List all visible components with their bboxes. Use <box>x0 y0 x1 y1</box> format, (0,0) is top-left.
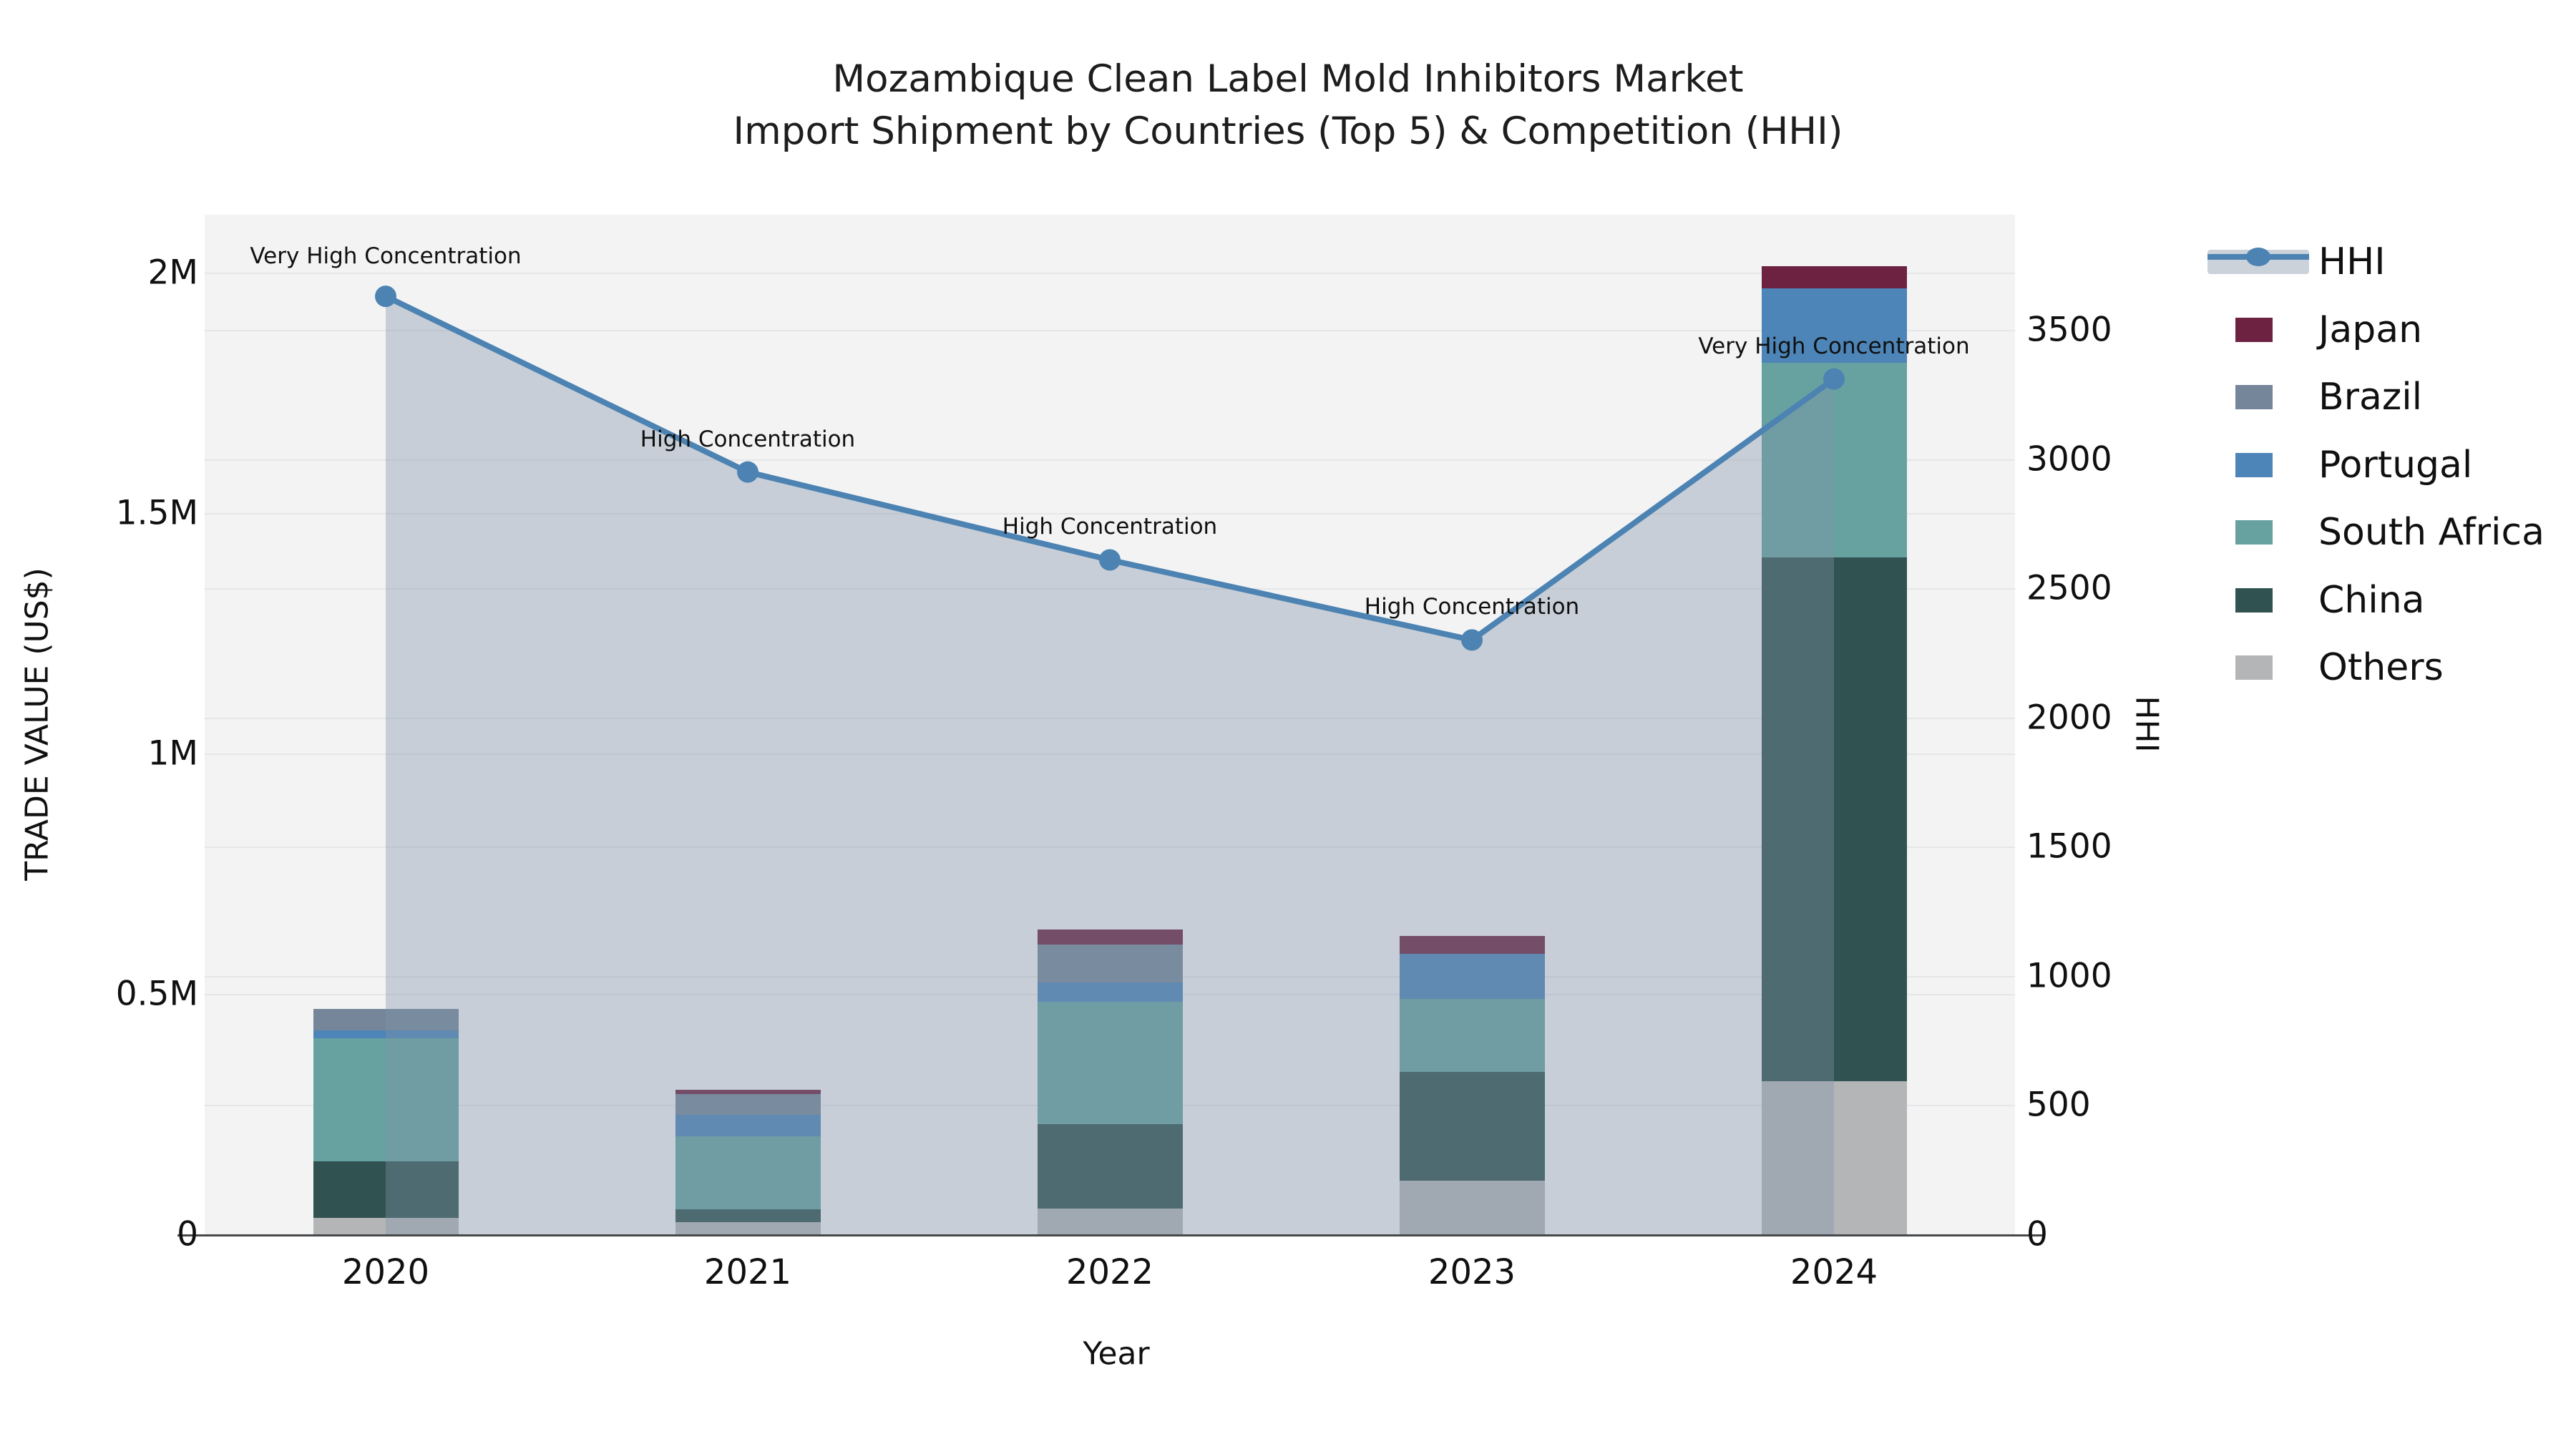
bar-2023-south-africa <box>1399 998 1545 1072</box>
bar-2020-others <box>313 1218 459 1234</box>
annotation-2020: Very High Concentration <box>250 243 522 270</box>
bar-2021-china <box>675 1209 821 1223</box>
y-left-tick-1.5M: 1.5M <box>115 493 198 533</box>
y-right-axis-title: HHI <box>2128 696 2165 753</box>
bar-2024-japan <box>1761 265 1907 289</box>
gridline <box>205 847 2015 849</box>
y-right-tick-1000: 1000 <box>2026 956 2112 996</box>
y-right-tick-1500: 1500 <box>2026 826 2112 867</box>
chart-title-line2: Import Shipment by Countries (Top 5) & C… <box>733 109 1843 153</box>
gridline <box>205 717 2015 719</box>
bar-2022-brazil <box>1037 944 1183 982</box>
bar-2020-portugal <box>313 1030 459 1039</box>
y-right-tick-3000: 3000 <box>2026 439 2112 479</box>
x-tick-2023: 2023 <box>1428 1252 1516 1292</box>
legend-swatch-south-africa-icon <box>2235 520 2273 545</box>
bar-2024-china <box>1761 557 1907 1082</box>
y-left-tick-2M: 2M <box>147 253 198 293</box>
legend-item-label: HHI <box>2318 240 2386 283</box>
y-right-tick-2500: 2500 <box>2026 568 2112 608</box>
bar-2022-japan <box>1037 929 1183 945</box>
bar-2020-china <box>313 1161 459 1219</box>
y-right-tick-2000: 2000 <box>2026 698 2112 738</box>
bar-2021-brazil <box>675 1094 821 1115</box>
x-axis-title: Year <box>1083 1335 1150 1372</box>
bar-2021-south-africa <box>675 1136 821 1210</box>
annotation-2021: High Concentration <box>640 426 856 452</box>
legend-item-others[interactable]: Others <box>2235 646 2444 689</box>
y-left-tick-0: 0 <box>177 1214 198 1254</box>
legend-item-south-africa[interactable]: South Africa <box>2235 511 2545 554</box>
legend-hhi-line-icon <box>2207 248 2309 274</box>
bar-2020-south-africa <box>313 1038 459 1161</box>
chart-title-line1: Mozambique Clean Label Mold Inhibitors M… <box>832 57 1744 101</box>
x-tick-2022: 2022 <box>1065 1252 1154 1292</box>
y-right-tick-0: 0 <box>2026 1214 2048 1254</box>
annotation-2024: Very High Concentration <box>1698 333 1970 359</box>
bar-2023-japan <box>1399 936 1545 954</box>
legend-swatch-portugal-icon <box>2235 452 2273 477</box>
gridline <box>205 459 2015 461</box>
x-axis-line <box>177 1234 2042 1236</box>
legend-item-label: South Africa <box>2318 511 2545 554</box>
legend-swatch-brazil-icon <box>2235 385 2273 409</box>
gridline <box>205 330 2015 332</box>
bar-2024-south-africa <box>1761 362 1907 557</box>
legend-item-label: Portugal <box>2318 443 2473 487</box>
y-left-axis-title: TRADE VALUE (US$) <box>19 567 56 881</box>
y-left-tick-1M: 1M <box>147 733 198 774</box>
legend-item-label: China <box>2318 578 2425 622</box>
x-tick-2020: 2020 <box>341 1252 430 1292</box>
bar-2021-japan <box>675 1089 821 1095</box>
legend-item-label: Brazil <box>2318 376 2423 419</box>
chart-title: Mozambique Clean Label Mold Inhibitors M… <box>0 53 2576 157</box>
legend-item-brazil[interactable]: Brazil <box>2235 376 2422 419</box>
gridline <box>205 588 2015 590</box>
bar-2022-others <box>1037 1209 1183 1234</box>
y-right-tick-3500: 3500 <box>2026 310 2112 350</box>
annotation-2022: High Concentration <box>1002 514 1218 540</box>
legend-swatch-others-icon <box>2235 655 2273 680</box>
legend-item-japan[interactable]: Japan <box>2235 308 2422 351</box>
bar-2023-others <box>1399 1181 1545 1234</box>
x-tick-2021: 2021 <box>703 1252 792 1292</box>
legend-item-china[interactable]: China <box>2235 579 2425 622</box>
legend-item-portugal[interactable]: Portugal <box>2235 444 2472 487</box>
legend-item-label: Others <box>2318 646 2444 689</box>
annotation-2023: High Concentration <box>1364 594 1580 620</box>
gridline <box>205 272 2015 274</box>
bar-2021-portugal <box>675 1114 821 1136</box>
gridline <box>205 753 2015 755</box>
y-right-tick-500: 500 <box>2026 1085 2091 1125</box>
legend-swatch-japan-icon <box>2235 317 2273 342</box>
y-left-tick-0.5M: 0.5M <box>115 974 198 1014</box>
bar-2024-others <box>1761 1081 1907 1234</box>
bar-2023-china <box>1399 1071 1545 1181</box>
legend-swatch-china-icon <box>2235 587 2273 613</box>
bar-2023-portugal <box>1399 953 1545 999</box>
x-tick-2024: 2024 <box>1790 1252 1878 1292</box>
bar-2022-china <box>1037 1124 1183 1209</box>
legend-item-hhi[interactable]: HHI <box>2207 240 2386 283</box>
bar-2021-others <box>675 1222 821 1234</box>
bar-2022-portugal <box>1037 982 1183 1002</box>
legend-item-label: Japan <box>2318 308 2423 351</box>
bar-2022-south-africa <box>1037 1001 1183 1125</box>
bar-2020-brazil <box>313 1009 459 1031</box>
